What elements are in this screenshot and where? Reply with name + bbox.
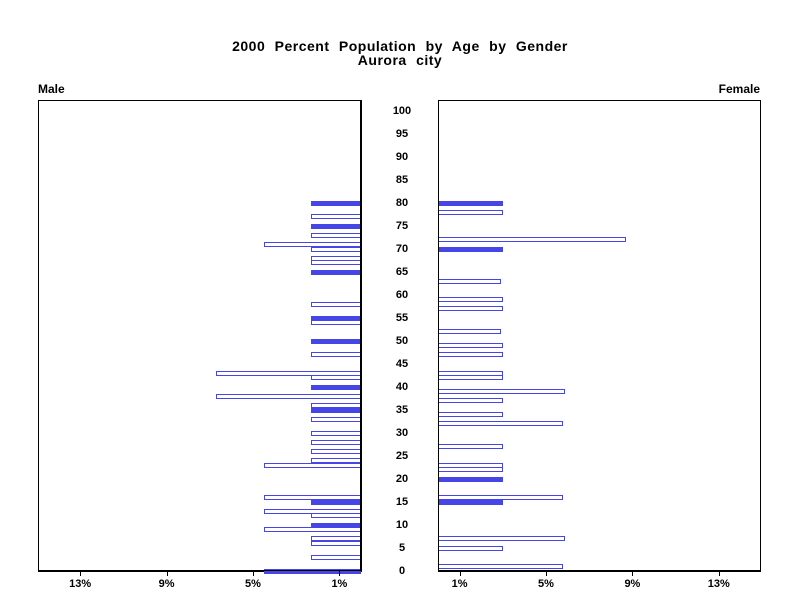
left-pct-tick-label-5%: 5% — [245, 578, 261, 590]
bar-female-age-57 — [438, 306, 503, 312]
right-pct-tick-13% — [718, 570, 720, 576]
bar-male-age-70 — [311, 246, 361, 252]
bar-female-age-32 — [438, 421, 564, 427]
chart-title-line2: Aurora city — [357, 52, 443, 68]
right-pct-tick-label-5%: 5% — [538, 578, 554, 590]
right-pct-tick-label-13%: 13% — [707, 578, 730, 590]
bar-female-age-49 — [438, 343, 503, 349]
bar-female-age-59 — [438, 297, 503, 303]
age-tick-label-40: 40 — [395, 381, 409, 393]
bar-female-age-15 — [438, 499, 503, 505]
bar-male-age-77 — [311, 214, 361, 220]
bar-female-age-47 — [438, 352, 503, 358]
bar-female-age-27 — [438, 444, 503, 450]
bar-male-age-75 — [311, 223, 361, 229]
bar-male-age-28 — [311, 439, 361, 445]
bar-male-age-12 — [311, 513, 361, 519]
bar-female-age-78 — [438, 209, 503, 215]
age-tick-label-35: 35 — [395, 404, 409, 416]
bar-female-age-80 — [438, 200, 503, 206]
age-tick-label-30: 30 — [395, 427, 409, 439]
bar-male-age-30 — [311, 430, 361, 436]
left-pct-tick-9% — [166, 570, 168, 576]
age-tick-label-80: 80 — [395, 197, 409, 209]
bar-male-age-10 — [311, 522, 361, 528]
bar-female-age-20 — [438, 476, 503, 482]
right-pct-tick-5% — [546, 570, 547, 576]
right-pct-tick-1% — [459, 570, 461, 576]
bar-male-age-80 — [311, 200, 361, 206]
age-tick-label-90: 90 — [395, 151, 409, 163]
age-tick-label-60: 60 — [395, 289, 409, 301]
chart-title-line1: 2000 Percent Population by Age by Gender — [232, 38, 568, 54]
bar-male-age-73 — [311, 232, 361, 238]
male-panel-label: Male — [38, 82, 65, 96]
age-tick-label-50: 50 — [395, 335, 409, 347]
male-panel — [38, 100, 362, 572]
age-tick-label-75: 75 — [395, 220, 409, 232]
age-tick-label-10: 10 — [395, 519, 409, 531]
age-tick-label-45: 45 — [395, 358, 409, 370]
bar-male-age-55 — [311, 315, 361, 321]
left-pct-tick-1% — [339, 570, 341, 576]
bar-male-age-26 — [311, 448, 361, 454]
bar-male-age-38 — [216, 393, 361, 399]
age-tick-label-55: 55 — [395, 312, 409, 324]
female-pct-axis-line — [438, 570, 760, 571]
bar-male-age-42 — [311, 375, 361, 381]
age-tick-label-85: 85 — [395, 174, 409, 186]
age-tick-label-25: 25 — [395, 450, 409, 462]
bar-female-age-1 — [438, 563, 564, 569]
bar-male-age-47 — [311, 352, 361, 358]
left-pct-tick-label-9%: 9% — [158, 578, 175, 590]
left-pct-tick-5% — [253, 570, 254, 576]
right-pct-tick-label-9%: 9% — [624, 578, 641, 590]
bar-female-age-5 — [438, 545, 503, 551]
bar-male-age-15 — [311, 499, 361, 505]
female-panel-label: Female — [718, 82, 760, 96]
age-tick-label-20: 20 — [395, 473, 409, 485]
bar-female-age-70 — [438, 246, 503, 252]
age-tick-label-15: 15 — [395, 496, 409, 508]
bar-male-age-35 — [311, 407, 361, 413]
bar-male-age-58 — [311, 301, 361, 307]
bar-male-age-0 — [263, 568, 361, 574]
bar-female-age-22 — [438, 467, 503, 473]
male-pct-axis-line — [38, 570, 361, 571]
left-pct-tick-13% — [80, 570, 82, 576]
age-tick-label-70: 70 — [395, 243, 409, 255]
age-tick-label-0: 0 — [398, 565, 406, 577]
bar-male-age-9 — [263, 527, 361, 533]
bar-male-age-65 — [311, 269, 361, 275]
female-age-axis-line — [438, 100, 439, 571]
bar-female-age-7 — [438, 536, 566, 542]
bar-male-age-67 — [311, 260, 361, 266]
bar-female-age-52 — [438, 329, 501, 335]
bar-female-age-39 — [438, 389, 566, 395]
right-pct-tick-9% — [632, 570, 634, 576]
age-tick-label-95: 95 — [395, 128, 409, 140]
right-pct-tick-label-1%: 1% — [451, 578, 468, 590]
age-tick-label-65: 65 — [395, 266, 409, 278]
bar-female-age-72 — [438, 237, 626, 243]
bar-male-age-3 — [311, 554, 361, 560]
bar-female-age-37 — [438, 398, 503, 404]
left-pct-tick-label-1%: 1% — [331, 578, 348, 590]
bar-male-age-40 — [311, 384, 361, 390]
age-tick-label-100: 100 — [392, 105, 412, 117]
bar-female-age-63 — [438, 278, 501, 284]
bar-male-age-23 — [263, 462, 361, 468]
bar-male-age-33 — [311, 416, 361, 422]
left-pct-tick-label-13%: 13% — [69, 578, 92, 590]
bar-male-age-50 — [311, 338, 361, 344]
bar-female-age-42 — [438, 375, 503, 381]
bar-male-age-54 — [311, 320, 361, 326]
age-tick-label-5: 5 — [398, 542, 406, 554]
male-age-axis-line — [360, 100, 361, 571]
bar-female-age-34 — [438, 412, 503, 418]
bar-male-age-6 — [311, 540, 361, 546]
